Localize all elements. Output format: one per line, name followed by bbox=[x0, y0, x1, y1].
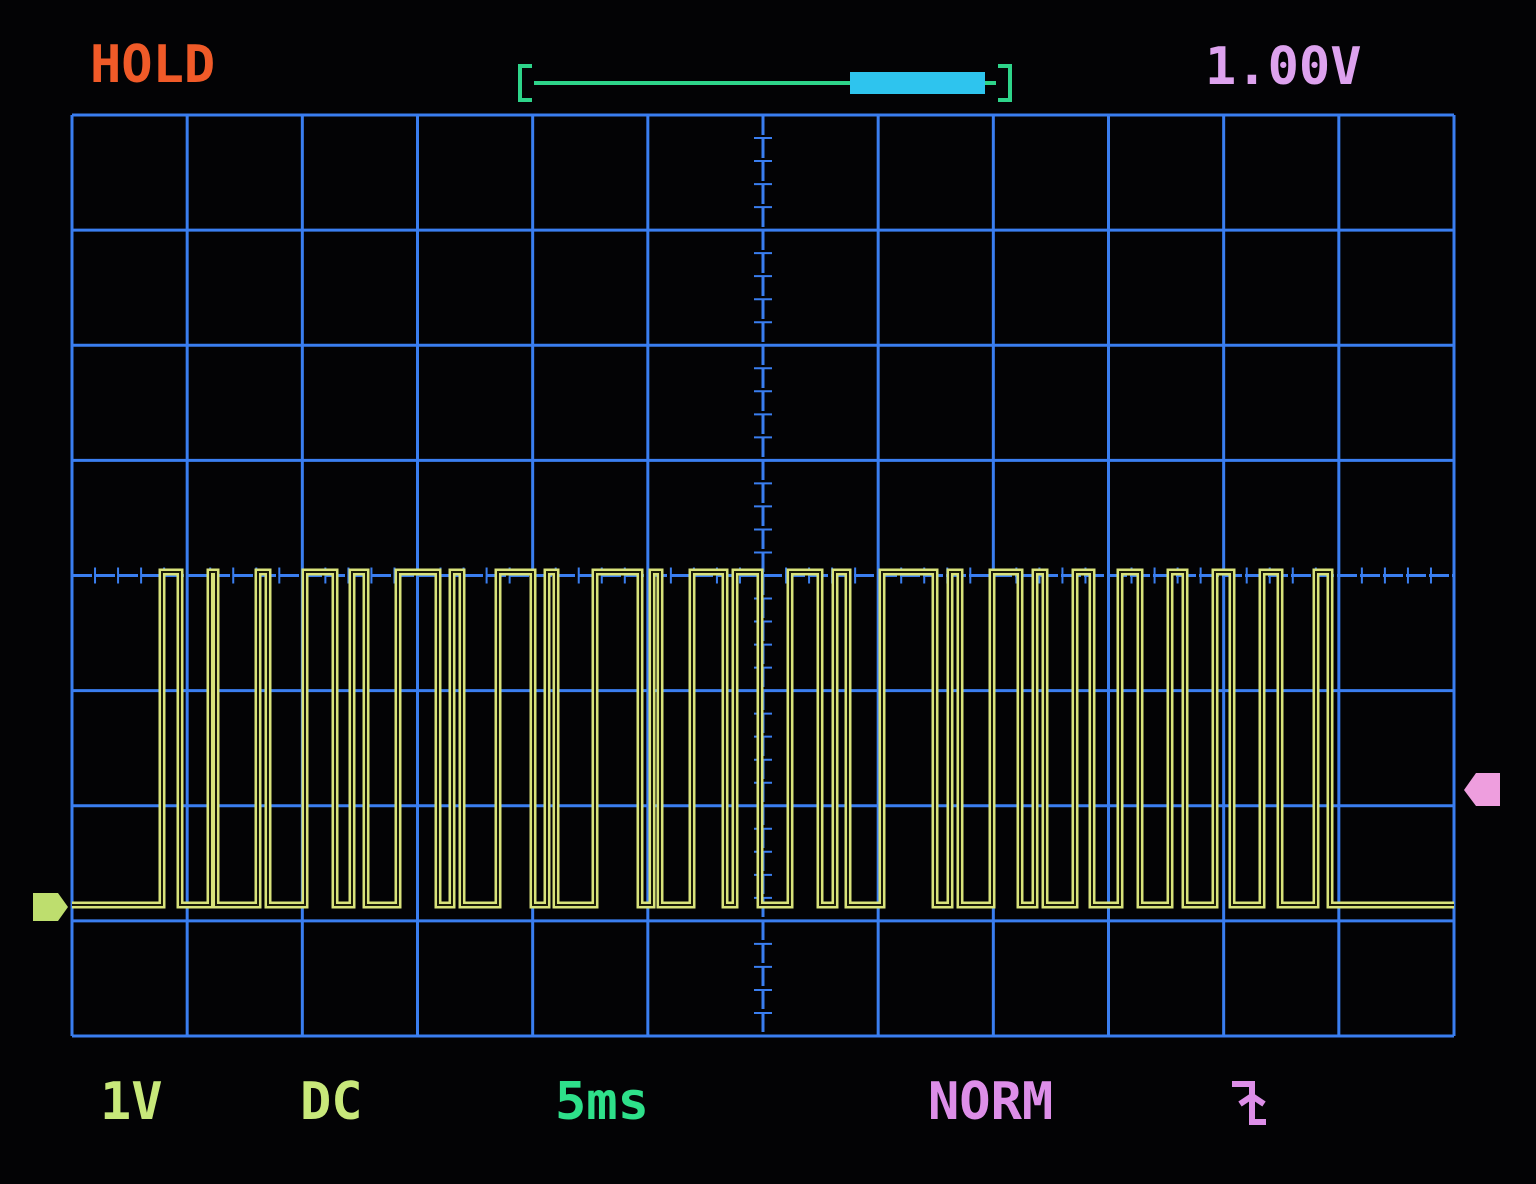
trigger-edge-icon bbox=[1232, 1081, 1266, 1125]
memory-window bbox=[850, 72, 985, 94]
memory-bracket bbox=[518, 64, 1012, 102]
coupling: DC bbox=[300, 1072, 363, 1132]
trigger-level-marker bbox=[1464, 773, 1500, 806]
memory-bar bbox=[518, 64, 1012, 102]
volts-per-div: 1V bbox=[100, 1072, 163, 1132]
trigger-mode: NORM bbox=[928, 1072, 1053, 1132]
trigger-level: 1.00V bbox=[1205, 37, 1362, 97]
hold-status: HOLD bbox=[90, 35, 215, 95]
time-per-div: 5ms bbox=[555, 1072, 649, 1132]
signal-trace-core bbox=[72, 571, 1454, 906]
channel-marker bbox=[33, 893, 68, 921]
waveform bbox=[72, 568, 1454, 909]
